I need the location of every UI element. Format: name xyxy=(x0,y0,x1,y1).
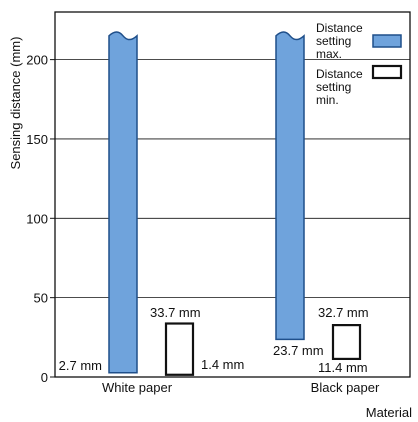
y-tick-label: 200 xyxy=(26,53,48,68)
x-category-label: White paper xyxy=(102,380,173,395)
data-label: 2.7 mm xyxy=(59,358,102,373)
x-category-label: Black paper xyxy=(311,380,380,395)
legend-text: max. xyxy=(316,47,342,61)
bar-max-white-paper xyxy=(108,31,138,374)
legend-swatch-max xyxy=(372,34,402,48)
bars: 2.7 mm 23.7 mm 33.7 mm 32.7 mm 1.4 mm 11.4 mm xyxy=(59,31,369,376)
data-label: 1.4 mm xyxy=(201,357,244,372)
y-tick-label: 0 xyxy=(41,370,48,385)
data-label: 33.7 mm xyxy=(150,305,201,320)
legend-text: setting xyxy=(316,80,351,94)
y-tick-label: 50 xyxy=(34,291,48,306)
legend-text: Distance xyxy=(316,21,363,35)
y-tick-label: 100 xyxy=(26,211,48,226)
bar-max-black-paper xyxy=(275,31,305,341)
x-axis-label: Material xyxy=(366,405,412,420)
legend-text: min. xyxy=(316,93,339,107)
data-label: 32.7 mm xyxy=(318,305,369,320)
bar-min-white-paper xyxy=(164,322,195,376)
data-label: 11.4 mm xyxy=(318,360,368,375)
bar-min-black-paper xyxy=(331,324,362,361)
legend-text: setting xyxy=(316,34,351,48)
y-axis-label: Sensing distance (mm) xyxy=(8,37,23,170)
legend-swatch-min xyxy=(371,64,403,80)
y-tick-label: 150 xyxy=(26,132,48,147)
plot-frame xyxy=(54,11,411,378)
legend-text: Distance xyxy=(316,67,363,81)
y-axis-ticks: 0 50 100 150 200 xyxy=(26,53,55,385)
x-axis-categories: White paper Black paper xyxy=(102,380,380,395)
data-label: 23.7 mm xyxy=(273,343,324,358)
